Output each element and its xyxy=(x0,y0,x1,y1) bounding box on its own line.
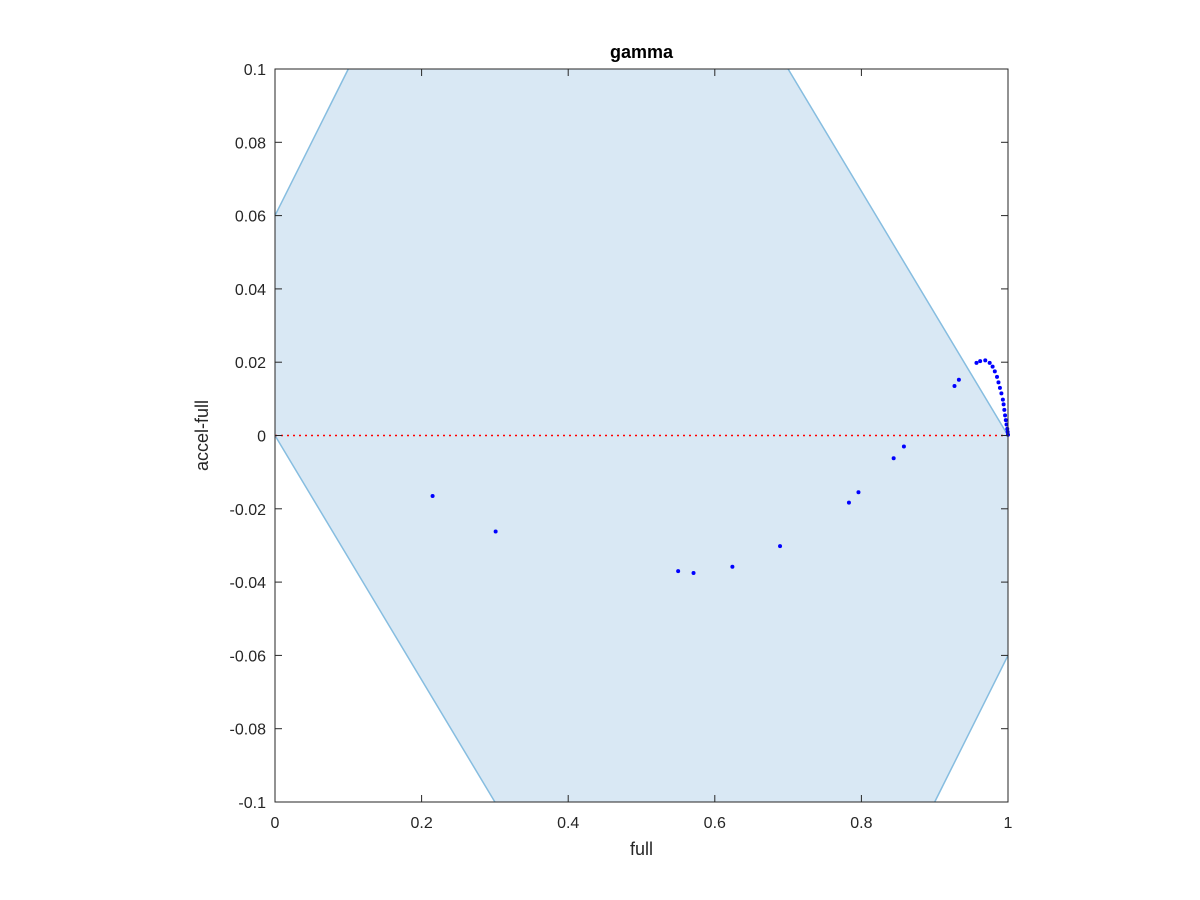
data-point xyxy=(1003,418,1008,423)
data-point xyxy=(846,500,851,505)
data-point xyxy=(778,544,783,549)
y-axis-label: accel-full xyxy=(192,400,212,471)
chart-title: gamma xyxy=(610,42,674,62)
x-tick-label: 0 xyxy=(271,815,280,832)
y-tick-label: 0.08 xyxy=(235,135,266,152)
data-point xyxy=(856,490,861,495)
x-tick-label: 0.8 xyxy=(850,815,872,832)
data-point xyxy=(901,444,906,449)
y-tick-label: -0.06 xyxy=(230,648,267,665)
data-point xyxy=(676,569,681,574)
data-point xyxy=(996,380,1001,385)
data-point xyxy=(430,493,435,498)
data-point xyxy=(691,570,696,575)
data-point xyxy=(995,374,1000,379)
y-tick-label: 0.1 xyxy=(244,62,266,79)
data-point xyxy=(999,391,1004,396)
y-tick-label: 0.02 xyxy=(235,355,266,372)
data-point xyxy=(987,360,992,365)
region-lower-edge xyxy=(934,655,1009,803)
data-point xyxy=(1001,402,1006,407)
y-tick-label: 0.04 xyxy=(235,282,266,299)
data-point xyxy=(730,564,735,569)
x-tick-label: 1 xyxy=(1004,815,1013,832)
data-point xyxy=(974,360,979,365)
data-point xyxy=(956,377,961,382)
y-tick-label: 0 xyxy=(257,429,266,446)
data-point xyxy=(1002,407,1007,412)
axis-ticks: 0 0.2 0.4 0.6 0.8 1 -0.1 -0.08 -0.06 -0.04 -0.02 0 0… xyxy=(230,62,1013,832)
plot-area: 0 0.2 0.4 0.6 0.8 1 -0.1 -0.08 -0.06 -0.04 -0.02 0 0… xyxy=(230,62,1013,832)
data-point xyxy=(997,385,1002,390)
x-tick-label: 0.4 xyxy=(557,815,579,832)
data-point xyxy=(990,364,995,369)
y-tick-label: -0.08 xyxy=(230,722,267,739)
data-point xyxy=(952,384,957,389)
x-tick-label: 0.6 xyxy=(704,815,726,832)
x-tick-label: 0.2 xyxy=(410,815,432,832)
region-upper-edge xyxy=(274,68,349,216)
shaded-region-edges xyxy=(274,68,1009,803)
data-point xyxy=(978,359,983,364)
x-axis-label: full xyxy=(630,839,653,859)
data-point xyxy=(983,358,988,363)
data-point xyxy=(493,529,498,534)
y-tick-label: -0.02 xyxy=(230,502,267,519)
data-point xyxy=(1003,413,1008,418)
region-upper-edge xyxy=(787,68,1009,436)
data-point xyxy=(891,456,896,461)
y-tick-label: 0.06 xyxy=(235,209,266,226)
y-tick-label: -0.04 xyxy=(230,575,267,592)
y-tick-label: -0.1 xyxy=(238,795,266,812)
region-lower-edge xyxy=(274,435,496,803)
data-point xyxy=(1000,397,1005,402)
data-point xyxy=(992,369,997,374)
